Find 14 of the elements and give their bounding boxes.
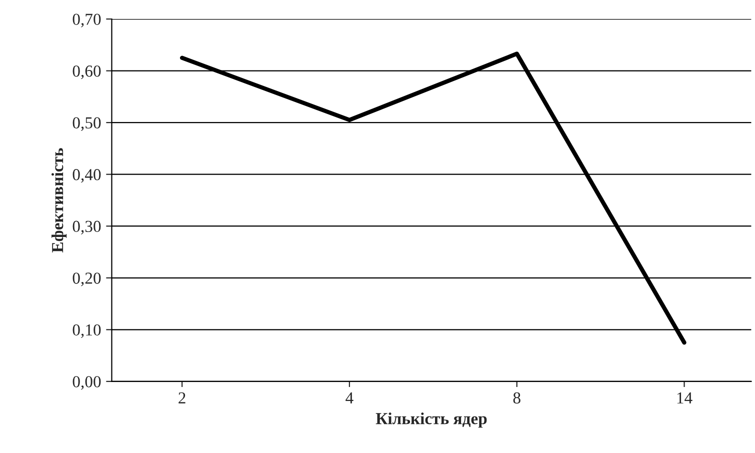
x-tick-label: 8 — [513, 392, 520, 404]
y-tick-label: 0,70 — [72, 14, 101, 28]
y-tick-label: 0,40 — [72, 169, 101, 183]
y-tick-label: 0,00 — [72, 376, 101, 390]
y-tick-label: 0,20 — [72, 272, 101, 286]
y-tick-label: 0,30 — [72, 220, 101, 234]
y-tick-label: 0,50 — [72, 117, 101, 131]
x-axis-title: Кількість ядер — [376, 412, 487, 428]
y-axis-title: Ефективність — [51, 148, 67, 252]
y-tick-label: 0,60 — [72, 65, 101, 80]
x-tick-label: 4 — [346, 392, 354, 404]
x-tick-label: 14 — [677, 392, 692, 404]
x-tick-label: 2 — [178, 392, 186, 404]
y-tick-label: 0,10 — [72, 324, 101, 338]
